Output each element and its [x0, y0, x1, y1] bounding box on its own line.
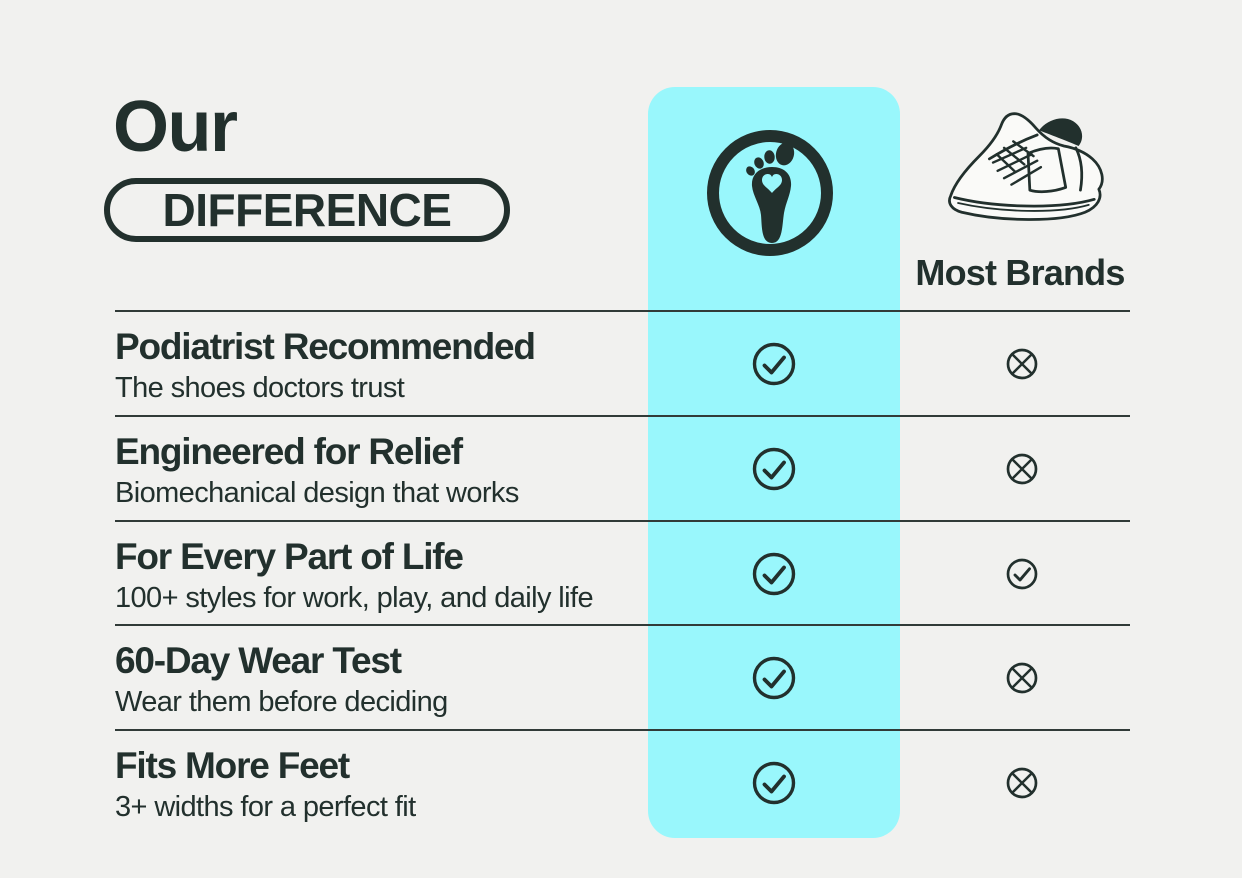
- row-text: Fits More Feet 3+ widths for a perfect fi…: [115, 744, 416, 826]
- row-subtitle: 100+ styles for work, play, and daily li…: [115, 581, 594, 614]
- table-row: For Every Part of Life 100+ styles for wo…: [115, 519, 1130, 625]
- row-title: 60-Day Wear Test: [115, 640, 402, 682]
- difference-badge: DIFFERENCE: [104, 178, 510, 242]
- cross-circle-icon: [1005, 452, 1039, 486]
- row-subtitle: 3+ widths for a perfect fit: [115, 791, 416, 823]
- row-title: For Every Part of Life: [115, 535, 464, 577]
- check-circle-icon: [1005, 557, 1039, 591]
- row-title: Engineered for Relief: [115, 430, 463, 472]
- row-text: For Every Part of Life 100+ styles for wo…: [115, 535, 594, 617]
- row-subtitle: Wear them before deciding: [115, 686, 448, 719]
- check-circle-icon: [751, 551, 797, 597]
- footprint-heart-logo-icon: [703, 126, 837, 260]
- check-circle-icon: [751, 655, 797, 701]
- cross-circle-icon: [1005, 766, 1039, 800]
- table-row: Podiatrist Recommended The shoes doctors …: [115, 310, 1130, 415]
- table-row: Engineered for Relief Biomechanical desig…: [115, 414, 1130, 520]
- cross-circle-icon: [1005, 661, 1039, 695]
- row-title: Podiatrist Recommended: [115, 326, 536, 367]
- table-row: 60-Day Wear Test Wear them before decidin…: [115, 624, 1130, 729]
- check-circle-icon: [751, 760, 797, 806]
- row-text: 60-Day Wear Test Wear them before decidin…: [115, 639, 448, 721]
- row-text: Engineered for Relief Biomechanical desig…: [115, 430, 519, 512]
- row-subtitle: Biomechanical design that works: [115, 476, 519, 509]
- table-row: Fits More Feet 3+ widths for a perfect fi…: [115, 729, 1130, 834]
- comparison-rows: Podiatrist Recommended The shoes doctors …: [115, 310, 1130, 834]
- sneaker-icon: [936, 100, 1120, 246]
- row-text: Podiatrist Recommended The shoes doctors …: [115, 325, 536, 407]
- cross-circle-icon: [1005, 347, 1039, 381]
- row-title: Fits More Feet: [115, 745, 350, 786]
- check-circle-icon: [751, 446, 797, 492]
- row-subtitle: The shoes doctors trust: [115, 372, 405, 404]
- check-circle-icon: [751, 341, 797, 387]
- page-title: Our: [113, 87, 238, 167]
- most-brands-column-label: Most Brands: [915, 252, 1125, 293]
